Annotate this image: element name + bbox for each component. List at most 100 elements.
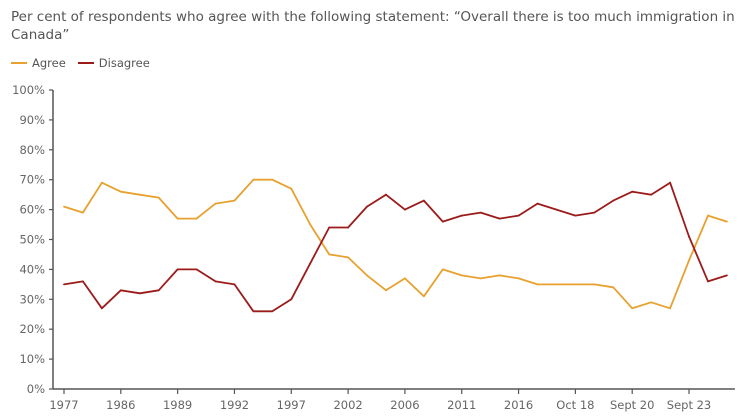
data-point-agree [498, 274, 501, 277]
data-point-agree [290, 187, 293, 190]
legend-item-agree: Agree [11, 56, 66, 70]
data-point-agree [100, 181, 103, 184]
data-point-disagree [612, 199, 615, 202]
data-point-disagree [404, 208, 406, 211]
data-point-agree [176, 217, 179, 220]
data-point-agree [574, 283, 577, 286]
y-tick-label: 10% [19, 352, 45, 366]
data-point-disagree [631, 190, 634, 193]
y-tick-label: 100% [12, 83, 45, 97]
data-point-agree [460, 274, 463, 277]
data-point-agree [233, 199, 236, 202]
data-point-agree [631, 307, 634, 310]
y-tick-label: 90% [19, 113, 45, 127]
data-point-agree [688, 259, 690, 262]
data-point-agree [328, 253, 331, 256]
data-point-disagree [328, 226, 331, 229]
data-point-disagree [100, 307, 103, 310]
legend-label-disagree: Disagree [98, 56, 150, 70]
x-tick-label: Sept 23 [667, 398, 711, 412]
y-tick-label: 60% [19, 203, 45, 217]
data-point-agree [138, 193, 141, 196]
data-point-disagree [707, 280, 709, 283]
data-point-disagree [290, 298, 293, 301]
series-line-agree [63, 178, 728, 310]
data-point-agree [517, 277, 520, 280]
data-point-disagree [669, 181, 671, 184]
data-point-agree [707, 214, 709, 217]
data-point-agree [214, 202, 217, 205]
y-tick-label: 70% [19, 173, 45, 187]
data-point-agree [555, 283, 558, 286]
legend: Agree Disagree [11, 56, 150, 70]
x-tick-label: 2006 [390, 398, 419, 412]
data-point-disagree [366, 205, 368, 208]
x-tick-label: 1989 [163, 398, 192, 412]
data-point-disagree [157, 289, 160, 292]
y-tick-label: 40% [19, 262, 45, 276]
data-point-disagree [385, 193, 387, 196]
data-point-agree [479, 277, 482, 280]
data-point-disagree [593, 211, 596, 214]
data-point-agree [119, 190, 122, 193]
x-tick-label: 2002 [333, 398, 362, 412]
legend-swatch-agree [11, 62, 27, 64]
data-point-agree [309, 223, 312, 226]
data-point-disagree [309, 262, 312, 265]
data-point-disagree [82, 280, 84, 283]
data-point-agree [422, 295, 425, 298]
data-point-agree [366, 274, 368, 277]
x-tick-label: 1977 [49, 398, 78, 412]
data-point-disagree [726, 274, 728, 277]
data-point-disagree [688, 235, 690, 238]
data-point-disagree [195, 268, 198, 271]
data-point-agree [593, 283, 596, 286]
data-point-agree [271, 178, 274, 181]
x-tick-label: Sept 20 [610, 398, 654, 412]
data-point-disagree [479, 211, 482, 214]
data-point-disagree [517, 214, 520, 217]
y-tick-label: 80% [19, 143, 45, 157]
x-tick-label: 1986 [106, 398, 135, 412]
data-point-disagree [214, 280, 217, 283]
legend-swatch-disagree [77, 62, 94, 64]
y-tick-label: 30% [19, 292, 45, 306]
data-point-agree [650, 301, 653, 304]
y-tick-label: 20% [19, 322, 45, 336]
data-point-disagree [498, 217, 501, 220]
data-point-agree [612, 286, 615, 289]
data-point-agree [536, 283, 539, 286]
chart-title: Per cent of respondents who agree with t… [11, 9, 735, 43]
data-point-disagree [536, 202, 539, 205]
data-point-disagree [650, 193, 653, 196]
data-point-agree [441, 268, 444, 271]
data-point-disagree [233, 283, 236, 286]
x-tick-label: Oct 18 [556, 398, 594, 412]
data-point-agree [404, 277, 406, 280]
legend-label-agree: Agree [32, 56, 66, 70]
data-point-agree [157, 196, 160, 199]
legend-item-disagree: Disagree [77, 56, 150, 70]
data-point-disagree [422, 199, 425, 202]
x-tick-label: 1992 [220, 398, 249, 412]
data-point-disagree [176, 268, 179, 271]
data-point-agree [252, 178, 255, 181]
data-point-disagree [63, 283, 65, 286]
data-point-agree [82, 211, 84, 214]
data-point-disagree [252, 310, 255, 313]
data-point-disagree [347, 226, 349, 229]
series-line-disagree [63, 181, 728, 313]
data-point-agree [385, 289, 387, 292]
data-point-disagree [138, 292, 141, 295]
data-point-agree [726, 220, 728, 223]
data-point-agree [63, 205, 65, 208]
x-tick-label: 2011 [447, 398, 476, 412]
data-point-agree [195, 217, 198, 220]
data-point-disagree [460, 214, 463, 217]
data-point-disagree [555, 208, 558, 211]
data-point-disagree [119, 289, 122, 292]
data-point-agree [347, 256, 349, 259]
y-tick-label: 50% [19, 233, 45, 247]
data-point-agree [669, 307, 671, 310]
